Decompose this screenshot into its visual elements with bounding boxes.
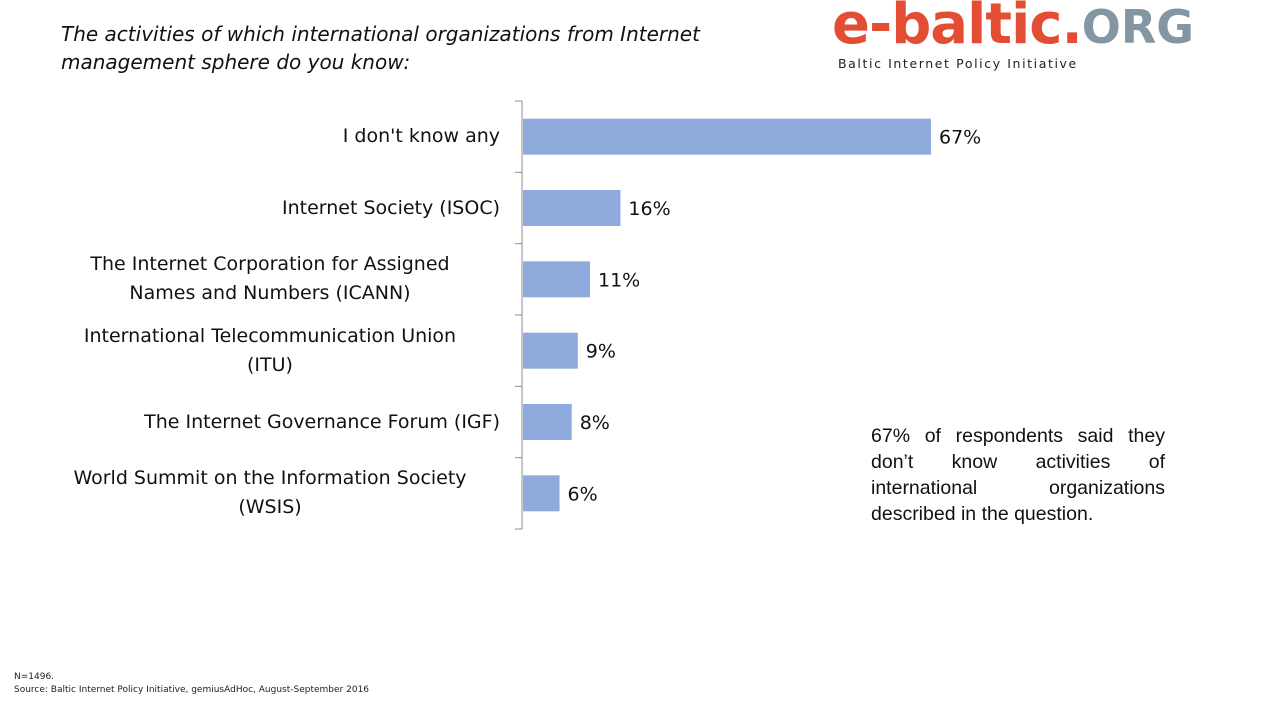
source-note: Source: Baltic Internet Policy Initiativ… (14, 685, 370, 695)
category-label: World Summit on the Information Society (… (40, 464, 500, 522)
logo-suffix: ORG (1081, 0, 1195, 54)
bar (523, 190, 621, 226)
category-label-line: (WSIS) (238, 496, 302, 519)
category-label-line: World Summit on the Information Society (73, 467, 467, 490)
category-label: International Telecommunication Union (IT… (40, 322, 500, 380)
category-label: The Internet Governance Forum (IGF) (40, 408, 500, 437)
bar (523, 404, 572, 440)
data-label: 67% (939, 127, 981, 149)
category-label: Internet Society (ISOC) (40, 194, 500, 223)
data-label: 16% (628, 198, 670, 220)
e-baltic-logo: e-baltic.ORG Baltic Internet Policy Init… (832, 0, 1252, 80)
logo-tagline: Baltic Internet Policy Initiative (838, 56, 1078, 71)
bar (523, 332, 578, 369)
data-label: 9% (586, 341, 616, 363)
logo-brand: e-baltic. (832, 0, 1083, 57)
category-label-line: International Telecommunication Union (83, 324, 457, 347)
footer: N=1496. Source: Baltic Internet Policy I… (14, 671, 369, 697)
category-label-line: Internet Society (ISOC) (281, 196, 500, 219)
category-label-line: Names and Numbers (ICANN) (129, 282, 411, 305)
bar (523, 261, 590, 298)
sample-size: N=1496. (14, 672, 55, 682)
category-label: The Internet Corporation for Assigned Nam… (40, 250, 500, 308)
category-label: I don't know any (40, 122, 500, 151)
data-label: 11% (598, 269, 640, 291)
category-label-line: I don't know any (342, 125, 500, 148)
logo-wordmark: e-baltic.ORG (832, 0, 1194, 57)
data-label: 6% (568, 483, 598, 505)
chart-title: The activities of which international or… (61, 20, 761, 76)
bar (523, 475, 560, 512)
summary-note: 67% of respondents said they don’t know … (871, 425, 1165, 525)
chart-title-line-2: management sphere do you know: (61, 50, 411, 74)
data-label: 8% (580, 412, 610, 434)
category-label-line: The Internet Governance Forum (IGF) (144, 410, 500, 433)
category-label-line: The Internet Corporation for Assigned (90, 253, 450, 276)
chart-title-line-1: The activities of which international or… (61, 22, 700, 46)
bar (523, 118, 931, 155)
category-label-line: (ITU) (247, 353, 293, 376)
